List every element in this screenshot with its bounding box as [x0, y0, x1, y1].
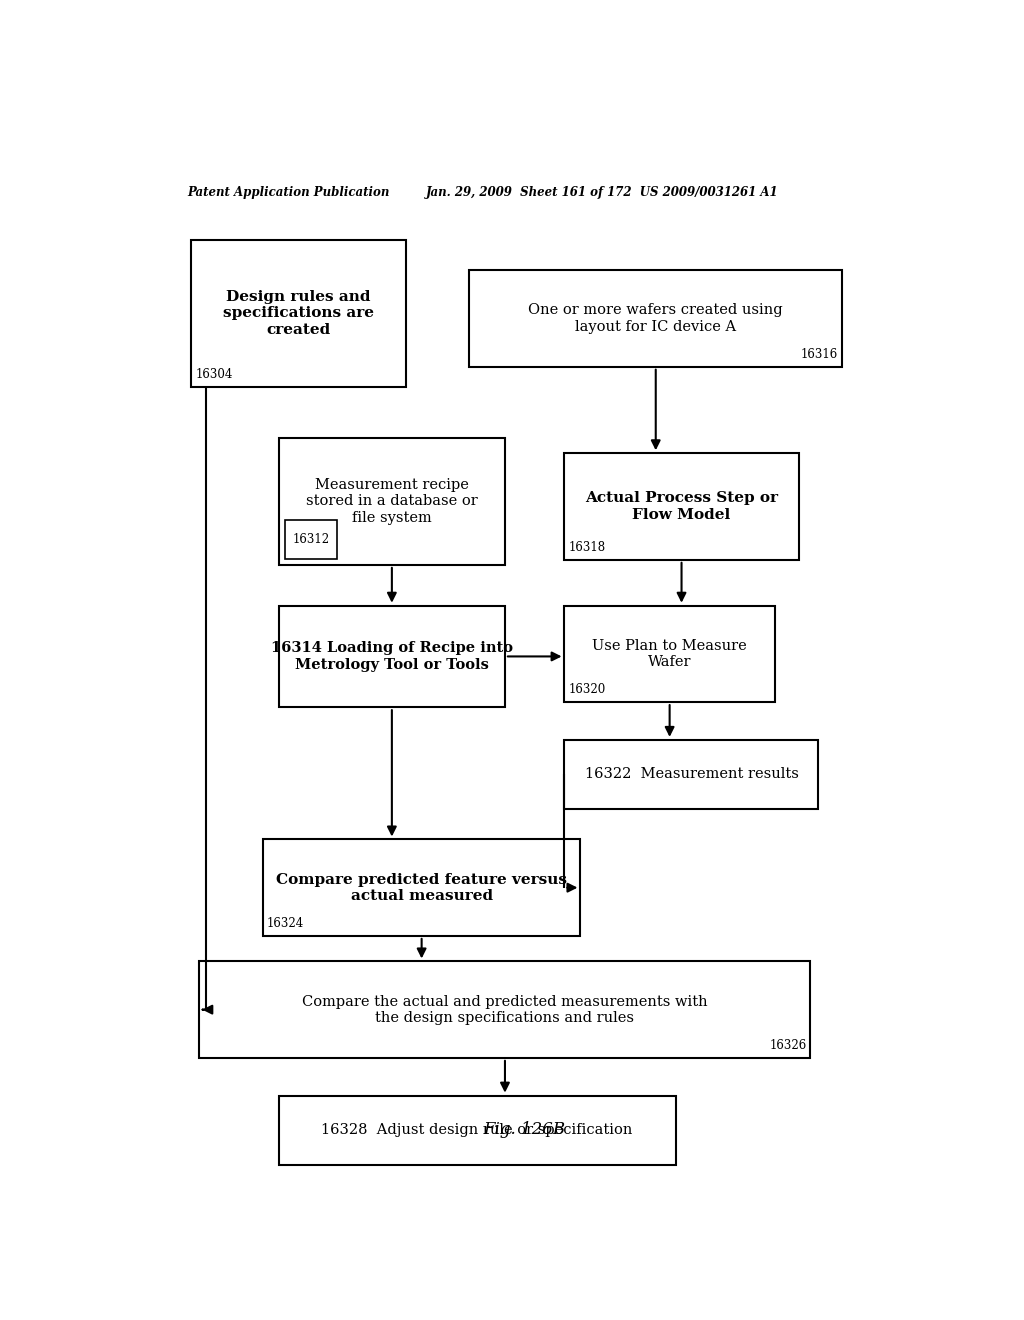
Bar [191, 240, 406, 387]
Bar [469, 271, 842, 367]
Text: 16320: 16320 [568, 682, 606, 696]
Bar [285, 520, 337, 558]
Bar [279, 438, 505, 565]
Text: 16314 Loading of Recipe into
Metrology Tool or Tools: 16314 Loading of Recipe into Metrology T… [271, 642, 513, 672]
Text: 16328  Adjust design rule or specification: 16328 Adjust design rule or specificatio… [322, 1123, 633, 1137]
Text: 16304: 16304 [196, 368, 232, 381]
Text: Design rules and
specifications are
created: Design rules and specifications are crea… [223, 290, 374, 337]
Bar [279, 1096, 676, 1164]
Bar [200, 961, 811, 1057]
Bar [564, 453, 799, 560]
Text: 16322  Measurement results: 16322 Measurement results [585, 767, 799, 781]
Text: 16326: 16326 [769, 1039, 807, 1052]
Bar [279, 606, 505, 708]
Text: 16324: 16324 [267, 917, 304, 929]
Text: One or more wafers created using
layout for IC device A: One or more wafers created using layout … [528, 304, 783, 334]
Bar [564, 606, 775, 702]
Text: Measurement recipe
stored in a database or
file system: Measurement recipe stored in a database … [306, 478, 478, 524]
Text: Fig. 126B: Fig. 126B [483, 1121, 566, 1138]
Text: Jan. 29, 2009  Sheet 161 of 172  US 2009/0031261 A1: Jan. 29, 2009 Sheet 161 of 172 US 2009/0… [426, 186, 778, 199]
Text: 16316: 16316 [801, 347, 839, 360]
Text: Patent Application Publication: Patent Application Publication [187, 186, 390, 199]
Text: Use Plan to Measure
Wafer: Use Plan to Measure Wafer [592, 639, 746, 669]
Text: 16318: 16318 [568, 541, 605, 554]
Text: Actual Process Step or
Flow Model: Actual Process Step or Flow Model [585, 491, 778, 521]
Bar [564, 739, 818, 809]
Bar [263, 840, 581, 936]
Text: 16312: 16312 [293, 533, 330, 546]
Text: Compare the actual and predicted measurements with
the design specifications and: Compare the actual and predicted measure… [302, 994, 708, 1024]
Text: Compare predicted feature versus
actual measured: Compare predicted feature versus actual … [276, 873, 567, 903]
